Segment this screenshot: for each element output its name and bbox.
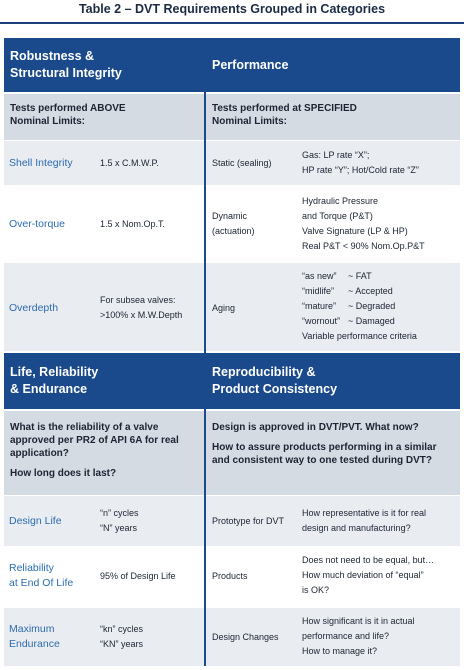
- section2-header-row: Life, Reliability & Endurance Reproducibi…: [4, 353, 460, 409]
- requirements-table: Robustness & Structural Integrity Perform…: [4, 28, 460, 666]
- section1-header-row: Robustness & Structural Integrity Perform…: [4, 38, 460, 92]
- row-detail: Does not need to be equal, but… How much…: [302, 555, 435, 595]
- reproducibility-question-subheader: Design is approved in DVT/PVT. What now?…: [206, 411, 460, 495]
- row-label: Design Life: [9, 515, 62, 527]
- table-row: Reliability at End Of Life 95% of Design…: [4, 547, 460, 607]
- row-value: “kn” cycles “KN” years: [100, 624, 144, 649]
- row-value: For subsea valves: >100% x M.W.Depth: [100, 295, 183, 320]
- row-test: Aging: [212, 303, 236, 313]
- row-detail: How significant is it in actual performa…: [302, 616, 415, 656]
- table-title: Table 2 – DVT Requirements Grouped in Ca…: [0, 0, 464, 24]
- table-row: Shell Integrity 1.5 x C.M.W.P. Static (s…: [4, 141, 460, 185]
- row-label: Over-torque: [9, 218, 66, 230]
- row-test: Dynamic (actuation): [212, 211, 255, 236]
- table-row: Overdepth For subsea valves: >100% x M.W…: [4, 263, 460, 351]
- life-reliability-header: Life, Reliability & Endurance: [4, 353, 204, 409]
- row-detail: Hydraulic Pressure and Torque (P&T) Valv…: [302, 196, 425, 251]
- row-detail: Gas: LP rate “X”; HP rate “Y”; Hot/Cold …: [302, 150, 419, 175]
- table-row: Over-torque 1.5 x Nom.Op.T. Dynamic (act…: [4, 186, 460, 262]
- reproducibility-header: Reproducibility & Product Consistency: [206, 353, 460, 409]
- reliability-question-subheader: What is the reliability of a valve appro…: [4, 411, 204, 495]
- row-value: 95% of Design Life: [100, 571, 176, 581]
- row-test: Design Changes: [212, 632, 279, 642]
- row-detail: “as new” ~ FAT “midlife” ~ Accepted “matur…: [302, 271, 417, 341]
- row-test: Products: [212, 571, 248, 581]
- row-test: Prototype for DVT: [212, 516, 285, 526]
- row-label: Maximum Endurance: [9, 623, 60, 650]
- specified-limits-subheader: Tests performed at SPECIFIED Nominal Limi…: [206, 94, 460, 140]
- row-value: 1.5 x Nom.Op.T.: [100, 219, 166, 229]
- row-value: “n” cycles “N” years: [100, 508, 139, 533]
- row-value: 1.5 x C.M.W.P.: [100, 158, 159, 168]
- row-test: Static (sealing): [212, 158, 272, 168]
- row-label: Overdepth: [9, 302, 59, 314]
- row-detail: How representative is it for real design…: [302, 508, 427, 533]
- performance-header: Performance: [206, 38, 460, 92]
- row-label: Reliability at End Of Life: [9, 562, 74, 589]
- section1-subheader-row: Tests performed ABOVE Nominal Limits: Tes…: [4, 94, 460, 140]
- section2-subheader-row: What is the reliability of a valve appro…: [4, 411, 460, 495]
- table-row: Maximum Endurance “kn” cycles “KN” years…: [4, 608, 460, 666]
- row-label: Shell Integrity: [9, 157, 73, 169]
- robustness-header: Robustness & Structural Integrity: [4, 38, 204, 92]
- column-divider: [204, 38, 206, 666]
- above-limits-subheader: Tests performed ABOVE Nominal Limits:: [4, 94, 204, 140]
- table-row: Design Life “n” cycles “N” years Prototy…: [4, 496, 460, 546]
